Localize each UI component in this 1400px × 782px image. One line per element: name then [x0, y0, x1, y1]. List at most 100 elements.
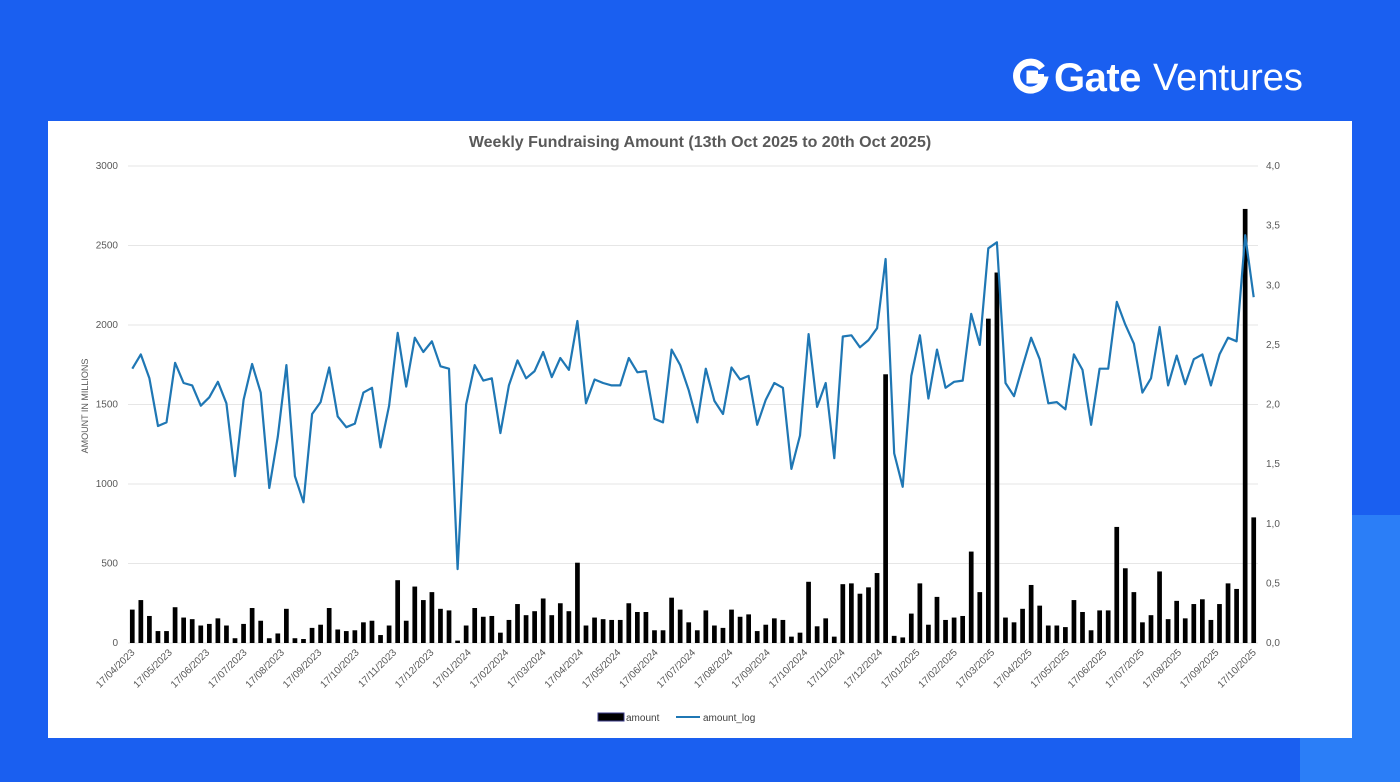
bar	[1242, 208, 1248, 643]
bar	[797, 632, 803, 643]
bar	[472, 608, 478, 643]
bar	[831, 636, 837, 643]
line-series-amount-log	[131, 234, 1255, 571]
x-tick-label: 17/07/2025	[1104, 647, 1147, 690]
bar	[1200, 599, 1205, 643]
brand-logo: Gate Ventures	[1010, 52, 1303, 104]
bar	[395, 580, 401, 643]
bar	[951, 617, 957, 643]
chart-title: Weekly Fundraising Amount (13th Oct 2025…	[469, 134, 931, 151]
bar	[617, 619, 623, 643]
bar	[866, 587, 871, 643]
bar	[1054, 625, 1060, 643]
bar	[215, 618, 221, 643]
x-tick-label: 17/01/2025	[879, 647, 922, 690]
bar	[1045, 625, 1051, 643]
bar	[1217, 604, 1222, 643]
bar	[412, 586, 418, 643]
bar	[386, 625, 392, 643]
bar	[1174, 600, 1180, 643]
bar	[891, 635, 897, 643]
bar	[147, 615, 152, 643]
bar	[498, 632, 503, 643]
y2-tick-label: 3,5	[1266, 221, 1280, 232]
bar	[232, 638, 238, 643]
x-tick-label: 17/06/2023	[169, 647, 212, 690]
bar	[1191, 604, 1197, 643]
bar	[335, 629, 341, 643]
y-tick-label: 1500	[96, 400, 119, 411]
bar	[917, 583, 923, 643]
chart-card: 0 500 1000 1500 2000 2500 3000 0,0 0,5 1,0 1,5 2,0…	[48, 121, 1352, 738]
bar	[926, 624, 931, 643]
bar	[1157, 571, 1162, 643]
x-tick-label: 17/04/2023	[94, 647, 137, 690]
bar	[266, 638, 272, 643]
bar	[1028, 584, 1034, 643]
bar	[532, 611, 537, 643]
x-tick-label: 17/03/2024	[505, 647, 548, 690]
bar-series-amount	[129, 208, 1257, 643]
bar	[1037, 605, 1043, 643]
y2-tick-label: 0,5	[1266, 578, 1280, 589]
bar	[694, 630, 700, 643]
bar	[806, 581, 811, 643]
bar	[943, 619, 948, 643]
bar	[301, 639, 306, 643]
bar	[746, 614, 751, 643]
bar	[703, 610, 709, 643]
y2-tick-label: 2,0	[1266, 400, 1280, 411]
bar	[249, 608, 255, 643]
bar	[181, 617, 186, 643]
bar	[292, 638, 298, 643]
bar	[506, 619, 512, 643]
bar	[575, 562, 580, 643]
bar	[1105, 610, 1111, 643]
y-tick-label: 1000	[96, 479, 119, 490]
bar	[1063, 627, 1068, 643]
bar	[908, 613, 914, 643]
bar	[446, 610, 452, 643]
bar	[643, 611, 649, 643]
bar	[403, 620, 409, 643]
bar	[557, 603, 563, 643]
bar	[318, 624, 323, 643]
bar	[352, 630, 358, 643]
x-tick-label: 17/10/2023	[319, 647, 362, 690]
x-tick-label: 17/09/2023	[281, 647, 324, 690]
x-tick-label: 17/07/2023	[206, 647, 249, 690]
bar	[172, 607, 178, 643]
bar	[189, 619, 195, 643]
bar	[737, 616, 743, 643]
bar	[600, 619, 606, 643]
bar	[284, 608, 289, 643]
x-tick-label: 17/05/2024	[580, 647, 623, 690]
bar	[677, 609, 683, 643]
y-tick-label: 2000	[96, 320, 119, 331]
bar	[814, 626, 820, 643]
x-tick-label: 17/06/2024	[618, 647, 661, 690]
bar	[1131, 592, 1137, 643]
bar	[438, 608, 443, 643]
brand-name-bold: Gate	[1054, 55, 1141, 100]
bar	[164, 631, 169, 643]
bar	[1088, 630, 1094, 643]
bar	[138, 600, 144, 643]
bar	[309, 627, 315, 643]
x-tick-label: 17/10/2024	[767, 647, 810, 690]
bar	[789, 636, 794, 643]
bar	[1122, 568, 1128, 643]
x-tick-label: 17/10/2025	[1216, 647, 1259, 690]
x-tick-label: 17/02/2024	[468, 647, 511, 690]
bar	[369, 620, 375, 643]
bar	[780, 619, 786, 643]
x-tick-label: 17/03/2025	[954, 647, 997, 690]
bar	[523, 615, 529, 643]
bar	[900, 637, 906, 643]
bar	[968, 551, 974, 643]
bar	[823, 618, 829, 643]
y-axis-right-ticks: 0,0 0,5 1,0 1,5 2,0 2,5 3,0 3,5 4,0	[1266, 161, 1280, 649]
bar	[883, 374, 888, 643]
y2-tick-label: 4,0	[1266, 161, 1280, 172]
y-axis-title: AMOUNT IN MILLIONS	[80, 359, 90, 454]
